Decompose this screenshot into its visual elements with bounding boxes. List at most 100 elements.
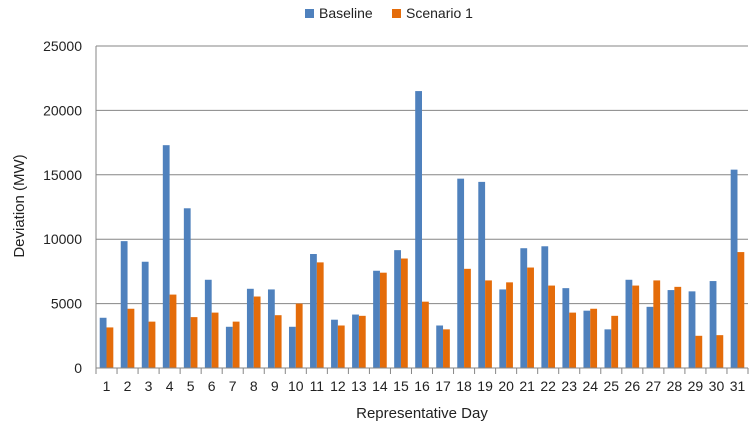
bar-scenario-1-day-10 [295, 303, 303, 368]
x-tick-label: 12 [330, 378, 346, 394]
bar-scenario-1-day-29 [695, 335, 703, 368]
x-tick-label: 30 [709, 378, 725, 394]
bar-scenario-1-day-26 [632, 285, 640, 368]
bar-baseline-day-14 [373, 270, 380, 368]
bar-scenario-1-day-15 [400, 258, 408, 368]
bar-baseline-day-21 [520, 248, 528, 368]
x-tick-label: 17 [435, 378, 451, 394]
x-tick-label: 4 [166, 378, 174, 394]
x-tick-label: 10 [288, 378, 304, 394]
legend-swatch-scenario-1 [392, 9, 401, 18]
bar-scenario-1-day-21 [527, 267, 534, 368]
x-tick-label: 28 [667, 378, 683, 394]
x-tick-label: 27 [646, 378, 662, 394]
bar-baseline-day-8 [246, 288, 254, 368]
bar-baseline-day-18 [457, 178, 465, 368]
legend: Baseline Scenario 1 [305, 5, 473, 21]
x-tick-label: 7 [229, 378, 237, 394]
bar-baseline-day-25 [604, 329, 612, 368]
x-tick-label: 18 [456, 378, 472, 394]
x-tick-label: 20 [498, 378, 514, 394]
bar-baseline-day-24 [583, 310, 591, 368]
x-tick-label: 29 [688, 378, 704, 394]
x-tick-label: 16 [414, 378, 430, 394]
y-tick-label: 0 [74, 360, 82, 376]
x-tick-label: 9 [271, 378, 279, 394]
x-tick-label: 24 [582, 378, 598, 394]
bar-scenario-1-day-27 [653, 280, 661, 368]
bar-scenario-1-day-23 [569, 312, 577, 368]
bar-baseline-day-13 [352, 314, 359, 368]
bar-baseline-day-11 [310, 254, 317, 368]
y-tick-label: 20000 [43, 102, 82, 118]
x-tick-label: 1 [103, 378, 111, 394]
bar-scenario-1-day-3 [148, 321, 156, 368]
bar-scenario-1-day-19 [485, 280, 492, 368]
bar-baseline-day-22 [541, 246, 549, 368]
bar-baseline-day-28 [667, 290, 675, 368]
axes [95, 46, 749, 374]
bar-scenario-1-day-4 [169, 294, 177, 368]
bar-scenario-1-day-31 [737, 252, 745, 368]
x-tick-label: 11 [310, 378, 325, 394]
x-tick-label: 8 [250, 378, 258, 394]
y-tick-label: 15000 [43, 167, 82, 183]
x-tick-label: 14 [372, 378, 388, 394]
bar-baseline-day-23 [562, 288, 570, 368]
legend-label-baseline: Baseline [319, 5, 373, 21]
bar-baseline-day-20 [499, 289, 507, 368]
x-tick-label: 23 [561, 378, 577, 394]
bar-baseline-day-1 [99, 317, 107, 368]
x-tick-label: 2 [124, 378, 132, 394]
bar-scenario-1-day-30 [716, 335, 724, 368]
bar-baseline-day-19 [478, 181, 486, 368]
bar-baseline-day-16 [415, 91, 422, 368]
x-tick-label: 13 [351, 378, 367, 394]
x-tick-label: 19 [477, 378, 493, 394]
x-tick-label: 6 [208, 378, 216, 394]
bar-scenario-1-day-17 [443, 329, 450, 368]
bar-scenario-1-day-13 [358, 315, 366, 368]
bar-scenario-1-day-20 [506, 282, 513, 368]
legend-label-scenario-1: Scenario 1 [406, 5, 473, 21]
x-axis-title: Representative Day [356, 405, 488, 422]
x-tick-label: 26 [625, 378, 641, 394]
bar-scenario-1-day-24 [590, 308, 598, 368]
bar-baseline-day-10 [289, 326, 296, 368]
y-tick-labels: 0 5000 10000 15000 20000 25000 [43, 38, 82, 376]
bar-scenario-1-day-2 [127, 308, 135, 368]
x-tick-label: 25 [604, 378, 620, 394]
bar-baseline-day-2 [120, 241, 128, 368]
bar-scenario-1-day-14 [379, 272, 387, 368]
bar-baseline-day-9 [267, 289, 275, 368]
bar-scenario-1-day-7 [232, 321, 240, 368]
x-tick-label: 15 [393, 378, 409, 394]
bar-baseline-day-15 [394, 250, 401, 368]
bar-scenario-1-day-8 [253, 296, 261, 368]
x-tick-label: 31 [730, 378, 746, 394]
x-tick-labels: 1 2 3 4 5 6 7 8 9 10 11 12 13 14 15 16 17 18 19 20 21 22 23 24 2… [103, 378, 746, 394]
x-tick-label: 5 [187, 378, 195, 394]
bar-baseline-day-7 [225, 326, 233, 368]
bar-scenario-1-day-11 [316, 262, 324, 368]
bar-scenario-1-day-16 [422, 301, 429, 368]
x-tick-label: 22 [540, 378, 556, 394]
x-tick-label: 21 [519, 378, 535, 394]
bar-baseline-day-5 [183, 208, 191, 368]
legend-swatch-baseline [305, 9, 314, 18]
bar-baseline-day-29 [688, 291, 696, 368]
y-tick-label: 10000 [43, 231, 82, 247]
bars [99, 91, 745, 368]
y-axis-title: Deviation (MW) [11, 154, 28, 257]
bar-scenario-1-day-5 [190, 317, 198, 368]
bar-baseline-day-3 [141, 261, 149, 368]
bar-baseline-day-6 [204, 279, 212, 368]
bar-baseline-day-30 [709, 281, 717, 368]
bar-baseline-day-17 [436, 325, 444, 368]
bar-baseline-day-4 [162, 145, 170, 368]
bar-scenario-1-day-28 [674, 286, 682, 368]
bar-scenario-1-day-12 [337, 325, 345, 368]
bar-scenario-1-day-22 [548, 285, 555, 368]
